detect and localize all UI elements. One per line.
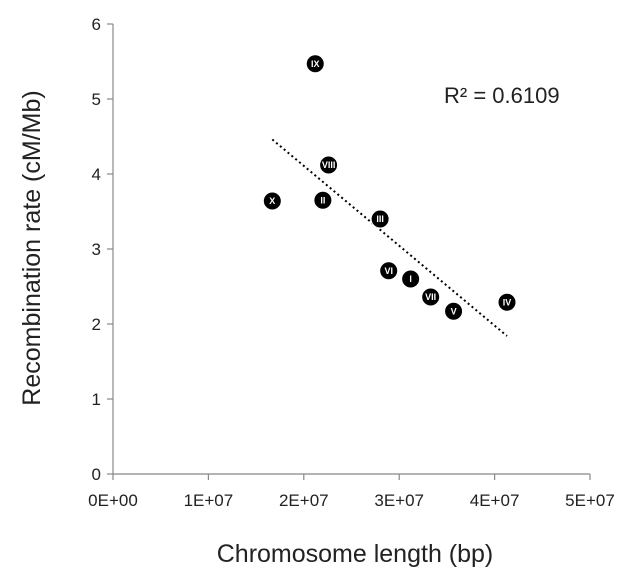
point-marker xyxy=(497,292,517,312)
y-tick-label: 2 xyxy=(92,315,101,334)
data-point-v: V xyxy=(444,301,464,321)
point-label: X xyxy=(269,196,275,206)
data-point-x: X xyxy=(262,191,282,211)
r-squared-annotation: R² = 0.6109 xyxy=(444,83,560,108)
y-tick-label: 3 xyxy=(92,240,101,259)
point-marker xyxy=(421,287,441,307)
point-marker xyxy=(319,155,339,175)
y-tick-label: 1 xyxy=(92,390,101,409)
x-tick-label: 2E+07 xyxy=(279,491,329,510)
x-axis-title: Chromosome length (bp) xyxy=(217,540,494,568)
y-tick-label: 0 xyxy=(92,465,101,484)
y-axis-title: Recombination rate (cM/Mb) xyxy=(18,90,46,405)
point-label: I xyxy=(409,274,412,284)
data-point-iv: IV xyxy=(497,292,517,312)
point-label: II xyxy=(320,195,325,205)
point-label: IX xyxy=(311,59,320,69)
data-point-ii: II xyxy=(313,190,333,210)
point-marker xyxy=(444,301,464,321)
y-tick-label: 5 xyxy=(92,90,101,109)
point-marker xyxy=(401,269,421,289)
axes: 0 1 2 3 4 5 6 0E+00 1E+07 2E+07 3E+07 4E+07 5E+07 xyxy=(88,15,615,510)
point-label: V xyxy=(451,306,457,316)
point-label: VIII xyxy=(322,160,336,170)
x-tick-label: 4E+07 xyxy=(470,491,520,510)
point-label: III xyxy=(376,214,384,224)
point-label: IV xyxy=(503,297,512,307)
point-marker xyxy=(305,54,325,74)
point-marker xyxy=(370,209,390,229)
x-tick-label: 0E+00 xyxy=(88,491,138,510)
data-point-i: I xyxy=(401,269,421,289)
point-marker xyxy=(262,191,282,211)
data-point-vii: VII xyxy=(421,287,441,307)
trendline xyxy=(271,138,508,337)
x-tick-label: 1E+07 xyxy=(184,491,234,510)
y-tick-label: 4 xyxy=(92,165,101,184)
point-marker xyxy=(379,261,399,281)
y-tick-label: 6 xyxy=(92,15,101,34)
point-label: VI xyxy=(384,266,393,276)
point-marker xyxy=(313,190,333,210)
x-tick-label: 5E+07 xyxy=(565,491,615,510)
data-point-iii: III xyxy=(370,209,390,229)
x-tick-label: 3E+07 xyxy=(374,491,424,510)
data-point-vi: VI xyxy=(379,261,399,281)
trendline-group xyxy=(271,138,508,337)
point-label: VII xyxy=(425,292,436,302)
data-point-viii: VIII xyxy=(319,155,339,175)
data-point-ix: IX xyxy=(305,54,325,74)
